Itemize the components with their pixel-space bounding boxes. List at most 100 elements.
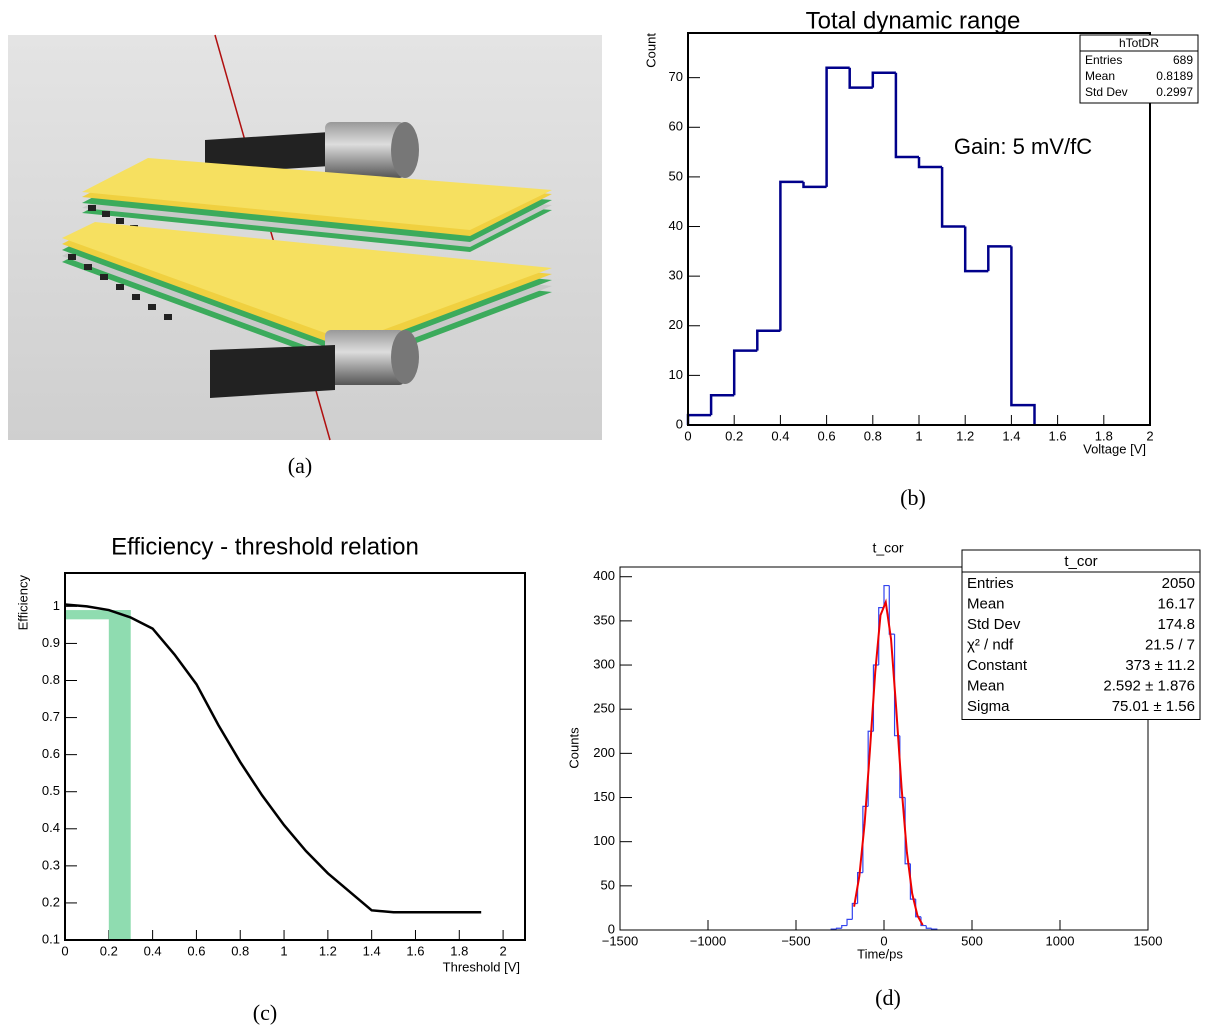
histogram-bin (857, 871, 863, 904)
y-tick-label: 150 (593, 789, 615, 804)
histogram-bin (709, 393, 735, 416)
y-tick-label: 100 (593, 833, 615, 848)
x-tick-label: 0.2 (725, 428, 743, 443)
histogram-bin (779, 180, 804, 331)
y-tick-label: 0 (676, 416, 683, 431)
x-tick-label: −1000 (690, 933, 727, 948)
histogram-bin (825, 66, 850, 187)
histogram-bin (851, 902, 858, 920)
y-tick-label: 400 (593, 568, 615, 583)
stats-key: χ² / ndf (967, 637, 1014, 654)
stats-key: Mean (1085, 69, 1115, 83)
stats-key: Entries (967, 575, 1014, 592)
histogram-bin (894, 72, 919, 159)
stats-value: 0.8189 (1156, 69, 1193, 83)
histogram-bin (732, 349, 758, 396)
x-tick-label: 0 (684, 428, 691, 443)
x-tick-label: 1.4 (363, 943, 381, 958)
x-tick-label: 0.8 (231, 943, 249, 958)
x-tick-label: 1.8 (450, 943, 468, 958)
y-tick-label: 1 (53, 598, 60, 613)
x-tick-label: 1.6 (1049, 428, 1067, 443)
x-tick-label: 1.8 (1095, 428, 1113, 443)
plot-frame (64, 572, 526, 941)
stats-value: 16.17 (1157, 596, 1195, 613)
y-tick-label: 0.1 (42, 931, 60, 946)
y-tick-label: 0.6 (42, 746, 60, 761)
x-tick-label: 500 (961, 933, 983, 948)
histogram-bin (1010, 246, 1036, 425)
histogram-bin (883, 584, 890, 608)
x-axis-label: Threshold [V] (443, 959, 520, 974)
y-tick-label: 0.5 (42, 783, 60, 798)
chart-title: Total dynamic range (806, 7, 1021, 34)
stats-value: 373 ± 11.2 (1125, 657, 1195, 674)
x-tick-label: 0.4 (771, 428, 789, 443)
chart-title: t_cor (872, 540, 903, 556)
stats-key: Std Dev (967, 616, 1021, 633)
line (64, 603, 482, 914)
stats-key: Sigma (967, 698, 1010, 715)
y-tick-label: 0 (608, 921, 615, 936)
stats-value: 21.5 / 7 (1145, 637, 1195, 654)
histogram-bin (846, 918, 853, 926)
stats-key: Entries (1085, 53, 1122, 67)
plot-frame (687, 32, 1151, 426)
x-tick-label: −500 (781, 933, 810, 948)
x-tick-label: 0 (61, 943, 68, 958)
histogram-bin (925, 925, 932, 929)
y-tick-label: 0.7 (42, 709, 60, 724)
chart-title: Efficiency - threshold relation (111, 533, 419, 560)
x-tick-label: 0.4 (144, 943, 162, 958)
histogram-bin (686, 413, 712, 425)
y-tick-label: 0.2 (42, 894, 60, 909)
y-tick-label: 60 (669, 119, 683, 134)
stats-value: 2050 (1162, 575, 1195, 592)
x-tick-label: 1000 (1046, 933, 1075, 948)
y-tick-label: 30 (669, 268, 683, 283)
x-tick-label: 1.6 (406, 943, 424, 958)
histogram-bin (888, 585, 895, 635)
highlight-region (65, 610, 131, 620)
render-image (8, 34, 602, 441)
histogram-bin (940, 166, 966, 228)
x-tick-label: 1.4 (1002, 428, 1020, 443)
stats-value: 174.8 (1157, 616, 1195, 633)
y-axis-label: Count (643, 33, 658, 68)
y-tick-label: 50 (669, 168, 683, 183)
y-tick-label: 0.4 (42, 820, 60, 835)
stats-value: 0.2997 (1156, 85, 1193, 99)
annotation: Gain: 5 mV/fC (954, 134, 1092, 159)
y-tick-label: 0.9 (42, 635, 60, 650)
histogram-bin (756, 329, 781, 351)
x-tick-label: 1500 (1134, 933, 1163, 948)
x-tick-label: 0.6 (818, 428, 836, 443)
y-tick-label: 20 (669, 317, 683, 332)
y-tick-label: 50 (601, 877, 615, 892)
stats-key: Constant (967, 657, 1028, 674)
x-tick-label: 2 (499, 943, 506, 958)
x-tick-label: 0.6 (187, 943, 205, 958)
stats-key: Mean (967, 596, 1005, 613)
x-tick-label: 1.2 (956, 428, 974, 443)
stats-key: Mean (967, 678, 1005, 695)
stats-key: Std Dev (1085, 85, 1128, 99)
x-tick-label: −1500 (602, 933, 639, 948)
x-tick-label: 0.2 (100, 943, 118, 958)
stats-title: hTotDR (1119, 36, 1159, 50)
histogram-bin (802, 181, 827, 189)
y-axis-label: Counts (566, 727, 581, 769)
y-tick-label: 350 (593, 612, 615, 627)
y-tick-label: 40 (669, 218, 683, 233)
caption: (b) (900, 485, 926, 510)
x-tick-label: 1 (280, 943, 287, 958)
stats-value: 75.01 ± 1.56 (1112, 698, 1195, 715)
y-tick-label: 10 (669, 367, 683, 382)
highlight-region (108, 610, 131, 940)
x-axis-label: Time/ps (857, 946, 903, 961)
histogram-bin (835, 927, 842, 930)
y-tick-label: 250 (593, 701, 615, 716)
histogram-bin (848, 67, 873, 89)
